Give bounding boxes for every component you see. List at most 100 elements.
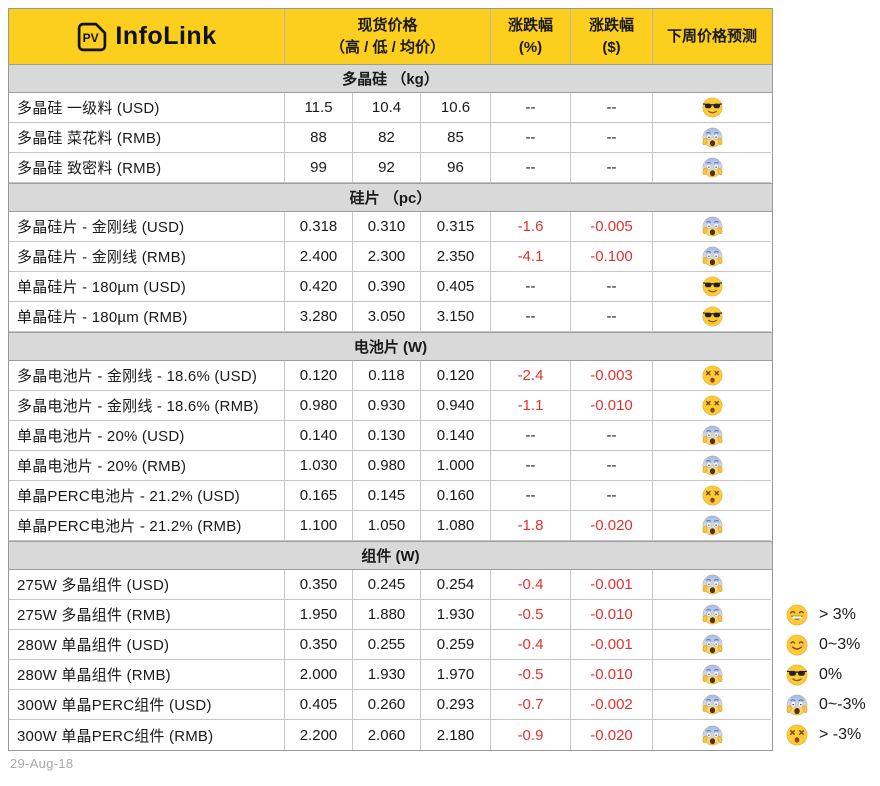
- change-percent-value: -1.8: [491, 511, 571, 541]
- legend-item: > 3%: [786, 600, 878, 630]
- emoji-scream-icon: [786, 694, 808, 716]
- change-usd-value: -0.005: [571, 212, 653, 242]
- forecast-cell: [653, 391, 771, 421]
- pv-logo-mark: PV: [83, 30, 99, 44]
- table-row: 300W 单晶PERC组件 (RMB) 2.200 2.060 2.180 -0.9 -0…: [9, 720, 772, 750]
- forecast-cell: [653, 242, 771, 272]
- legend-item: 0%: [786, 660, 878, 690]
- price-avg: 0.140: [421, 421, 491, 451]
- emoji-scream-icon: [702, 157, 723, 178]
- table-row: 单晶PERC电池片 - 21.2% (USD) 0.165 0.145 0.160 --…: [9, 481, 772, 511]
- change-percent-value: --: [491, 272, 571, 302]
- emoji-dizzy-icon: [702, 365, 723, 386]
- price-avg: 0.315: [421, 212, 491, 242]
- price-avg: 0.405: [421, 272, 491, 302]
- legend-label: > 3%: [819, 606, 856, 623]
- price-avg: 3.150: [421, 302, 491, 332]
- pv-logo-icon: PV: [78, 22, 107, 51]
- section-header: 电池片 (W): [9, 332, 772, 361]
- table-row: 多晶硅片 - 金刚线 (USD) 0.318 0.310 0.315 -1.6 -0.00…: [9, 212, 772, 242]
- change-usd-value: --: [571, 153, 653, 183]
- change-usd-value: -0.020: [571, 720, 653, 750]
- change-usd-value: --: [571, 451, 653, 481]
- price-high: 0.318: [285, 212, 353, 242]
- price-avg: 2.180: [421, 720, 491, 750]
- product-name: 多晶硅 致密料 (RMB): [9, 153, 285, 183]
- price-low: 0.130: [353, 421, 421, 451]
- table-row: 多晶电池片 - 金刚线 - 18.6% (RMB) 0.980 0.930 0.940…: [9, 391, 772, 421]
- price-low: 10.4: [353, 93, 421, 123]
- change-percent-title: 涨跌幅: [507, 16, 553, 34]
- price-high: 88: [285, 123, 353, 153]
- emoji-scream-icon: [702, 694, 723, 715]
- price-low: 3.050: [353, 302, 421, 332]
- change-percent-value: -1.6: [491, 212, 571, 242]
- price-avg: 0.940: [421, 391, 491, 421]
- emoji-scream-icon: [702, 127, 723, 148]
- table-row: 单晶电池片 - 20% (USD) 0.140 0.130 0.140 -- --: [9, 421, 772, 451]
- section-title: 组件 (W): [361, 548, 420, 565]
- price-avg: 2.350: [421, 242, 491, 272]
- price-high: 99: [285, 153, 353, 183]
- forecast-cell: [653, 600, 771, 630]
- emoji-scream-icon: [702, 425, 723, 446]
- change-percent-value: -4.1: [491, 242, 571, 272]
- section-header: 硅片 （pc）: [9, 183, 772, 212]
- change-usd-value: -0.001: [571, 630, 653, 660]
- forecast-cell: [653, 660, 771, 690]
- emoji-cool-icon: [702, 276, 723, 297]
- price-high: 0.140: [285, 421, 353, 451]
- emoji-scream-icon: [702, 216, 723, 237]
- price-avg: 0.293: [421, 690, 491, 720]
- forecast-cell: [653, 302, 771, 332]
- legend-label: 0~-3%: [819, 696, 866, 713]
- emoji-dizzy-icon: [786, 724, 808, 746]
- price-avg: 96: [421, 153, 491, 183]
- table-row: 280W 单晶组件 (RMB) 2.000 1.930 1.970 -0.5 -0.010: [9, 660, 772, 690]
- emoji-scream-icon: [702, 634, 723, 655]
- change-percent-value: -0.4: [491, 630, 571, 660]
- price-low: 0.980: [353, 451, 421, 481]
- spot-price-subtitle: （高 / 低 / 均价）: [329, 38, 445, 56]
- product-name: 300W 单晶PERC组件 (RMB): [9, 720, 285, 750]
- product-name: 280W 单晶组件 (USD): [9, 630, 285, 660]
- price-low: 0.145: [353, 481, 421, 511]
- product-name: 300W 单晶PERC组件 (USD): [9, 690, 285, 720]
- product-name: 单晶硅片 - 180µm (USD): [9, 272, 285, 302]
- forecast-cell: [653, 93, 771, 123]
- table-header-row: PV InfoLink 现货价格 （高 / 低 / 均价） 涨跌幅 (%) 涨跌…: [9, 9, 772, 64]
- price-high: 1.030: [285, 451, 353, 481]
- change-usd-value: --: [571, 123, 653, 153]
- table-row: 多晶电池片 - 金刚线 - 18.6% (USD) 0.120 0.118 0.120…: [9, 361, 772, 391]
- price-high: 2.200: [285, 720, 353, 750]
- change-percent-value: -0.7: [491, 690, 571, 720]
- emoji-scream-icon: [702, 574, 723, 595]
- change-usd-value: -0.020: [571, 511, 653, 541]
- column-header-forecast: 下周价格预测: [653, 9, 771, 64]
- infolink-logo: PV InfoLink: [9, 9, 285, 64]
- emoji-cool-icon: [702, 97, 723, 118]
- forecast-cell: [653, 481, 771, 511]
- price-high: 0.420: [285, 272, 353, 302]
- price-avg: 10.6: [421, 93, 491, 123]
- emoji-scream-icon: [702, 455, 723, 476]
- legend-label: 0~3%: [819, 636, 861, 653]
- price-low: 2.300: [353, 242, 421, 272]
- price-low: 92: [353, 153, 421, 183]
- column-header-change-usd: 涨跌幅 ($): [571, 9, 653, 64]
- price-avg: 0.259: [421, 630, 491, 660]
- change-percent-value: --: [491, 93, 571, 123]
- product-name: 280W 单晶组件 (RMB): [9, 660, 285, 690]
- table-row: 多晶硅片 - 金刚线 (RMB) 2.400 2.300 2.350 -4.1 -0.10…: [9, 242, 772, 272]
- table-body: 多晶硅 （kg） 多晶硅 一级料 (USD) 11.5 10.4 10.6 -- -- 多晶硅…: [9, 64, 772, 750]
- logo-text: InfoLink: [115, 22, 217, 51]
- table-row: 280W 单晶组件 (USD) 0.350 0.255 0.259 -0.4 -0.001: [9, 630, 772, 660]
- price-low: 0.245: [353, 570, 421, 600]
- table-row: 多晶硅 菜花料 (RMB) 88 82 85 -- --: [9, 123, 772, 153]
- price-high: 2.400: [285, 242, 353, 272]
- emoji-dizzy-icon: [702, 485, 723, 506]
- change-percent-value: -0.4: [491, 570, 571, 600]
- emoji-cool-icon: [786, 664, 808, 686]
- section-header: 多晶硅 （kg）: [9, 64, 772, 93]
